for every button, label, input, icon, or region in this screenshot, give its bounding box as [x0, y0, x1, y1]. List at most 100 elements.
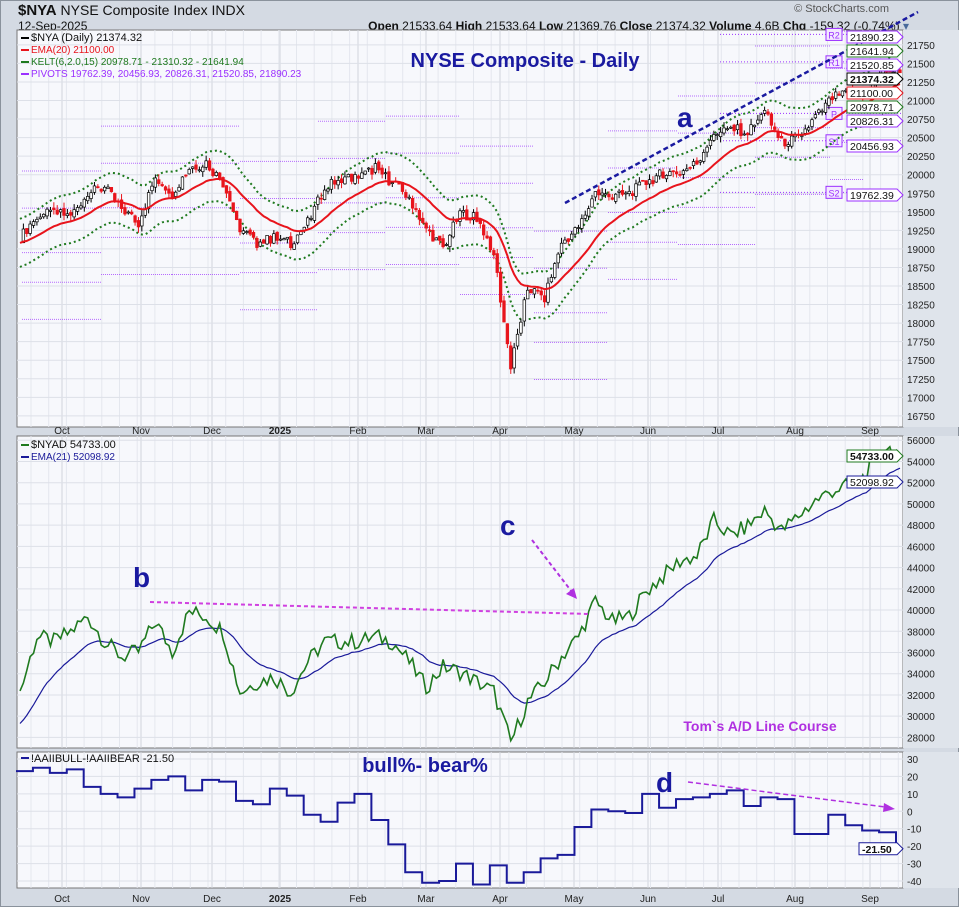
candle-body	[38, 216, 42, 220]
annotation-b: b	[133, 562, 150, 593]
x-tick-label: Aug	[786, 426, 804, 437]
x-tick-label: Oct	[54, 426, 70, 437]
candle-body	[630, 193, 635, 196]
candle-body	[512, 347, 516, 369]
candle-body	[295, 234, 300, 244]
candle-body	[99, 188, 103, 192]
candle-body	[526, 289, 530, 300]
dropdown-caret-icon[interactable]: ▾	[902, 19, 909, 33]
candle-body	[671, 170, 675, 173]
y-tick-label: 20000	[907, 171, 935, 182]
candle-body	[688, 167, 692, 169]
legend-entry: $NYAD 54733.00	[31, 439, 116, 451]
nyad-line	[19, 445, 901, 743]
candle-body	[190, 166, 195, 169]
legend-entry: !AAIIBULL-!AAIIBEAR -21.50	[31, 753, 174, 765]
candle-body	[282, 238, 286, 241]
x-tick-label: May	[565, 426, 584, 437]
legend-entry: EMA(20) 21100.00	[31, 45, 115, 56]
y-tick-label: 40000	[907, 606, 935, 617]
candle-body	[55, 209, 59, 215]
candle-body	[48, 209, 53, 212]
candle-body	[502, 300, 506, 323]
y-tick-label: 52000	[907, 479, 935, 490]
value-label: 21890.23	[850, 32, 894, 44]
candle-body	[600, 192, 604, 196]
y-axis-area	[903, 436, 959, 748]
candle-body	[52, 207, 56, 210]
candle-body	[370, 168, 374, 175]
value-label-box	[846, 475, 904, 489]
value-label: 21374.32	[850, 74, 894, 86]
candle-body	[224, 185, 229, 194]
pivot-tag-label: S1	[828, 137, 839, 147]
candle-body	[485, 235, 489, 239]
candle-body	[637, 181, 642, 186]
candle-body	[681, 170, 686, 175]
candle-body	[498, 271, 503, 303]
candle-body	[475, 211, 479, 222]
candle-body	[75, 207, 80, 212]
y-tick-label: 19250	[907, 226, 935, 237]
value-label: -21.50	[862, 844, 892, 856]
chart-title: NYSE Composite - Daily	[411, 50, 641, 72]
candle-body	[434, 237, 438, 241]
keltner-upper-band	[19, 51, 901, 275]
candle-body	[35, 219, 39, 223]
candle-body	[735, 124, 740, 131]
candle-body	[834, 91, 838, 99]
candle-body	[167, 188, 171, 194]
candle-body	[536, 289, 540, 292]
candle-body	[353, 174, 357, 184]
y-tick-label: 18500	[907, 282, 935, 293]
candle-body	[573, 227, 577, 235]
candle-body	[705, 146, 709, 153]
candle-body	[201, 166, 205, 173]
candle-body	[427, 229, 432, 232]
candle-body	[742, 133, 746, 136]
candle-body	[383, 172, 388, 175]
y-tick-label: 50000	[907, 500, 935, 511]
candle-body	[160, 184, 164, 187]
candle-body	[72, 209, 76, 218]
y-tick-label: 36000	[907, 648, 935, 659]
candle-body	[25, 228, 29, 234]
candle-body	[597, 189, 601, 196]
value-label-box	[846, 72, 904, 86]
candle-body	[387, 171, 391, 186]
y-tick-label: 18750	[907, 263, 935, 274]
candle-body	[221, 177, 225, 188]
candle-body	[184, 174, 188, 177]
y-tick-label: 44000	[907, 564, 935, 575]
y-tick-label: 19750	[907, 189, 935, 200]
candle-body	[647, 179, 652, 185]
candle-body	[45, 208, 49, 217]
candle-body	[377, 161, 381, 171]
candle-body	[817, 109, 821, 113]
candle-body	[478, 219, 482, 224]
candle-body	[153, 177, 158, 188]
x-tick-label: Nov	[132, 426, 150, 437]
candle-body	[92, 185, 97, 193]
candle-body	[482, 224, 486, 236]
symbol-header: $NYA NYSE Composite Index INDX	[18, 2, 245, 19]
candle-body	[610, 197, 614, 200]
trendline-d	[687, 781, 886, 808]
candle-body	[309, 218, 313, 220]
legend-entry: EMA(21) 52098.92	[31, 452, 115, 463]
candle-body	[451, 221, 455, 238]
candle-body	[542, 295, 547, 303]
candle-body	[840, 90, 845, 97]
candle-body	[180, 176, 185, 190]
x-tick-label: Aug	[786, 894, 804, 905]
candle-body	[810, 119, 814, 127]
y-tick-label: 21000	[907, 96, 935, 107]
value-label: 21641.94	[850, 46, 894, 58]
candle-body	[133, 215, 137, 223]
symbol-name: NYSE Composite Index	[60, 2, 208, 18]
candle-body	[590, 198, 594, 208]
value-label-box	[846, 44, 904, 58]
candle-body	[275, 231, 279, 241]
candle-body	[113, 193, 117, 201]
course-label: Tom`s A/D Line Course	[683, 718, 836, 734]
